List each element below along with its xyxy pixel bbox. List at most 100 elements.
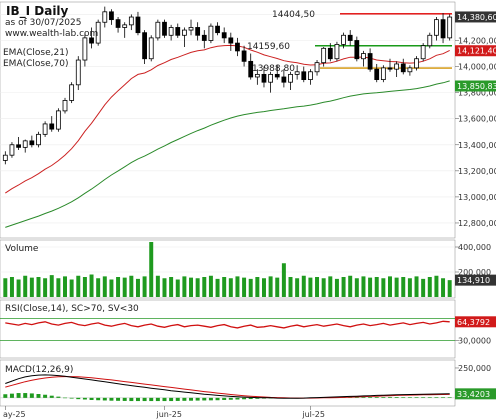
level-label: 14159,60 (247, 42, 290, 52)
candle (367, 48, 373, 72)
candle (175, 23, 181, 38)
candle-body (380, 67, 386, 80)
candle-body (254, 73, 260, 78)
candle-body (49, 123, 55, 130)
candle (102, 6, 108, 28)
price-axis-tick-label: 14,000,000 (458, 63, 496, 72)
candle (314, 60, 320, 76)
candle-body (314, 62, 320, 73)
macd-histogram-bar (248, 397, 253, 400)
candle-body (62, 100, 68, 112)
candle-body (208, 25, 214, 41)
candle (347, 30, 353, 46)
candle-body (367, 53, 373, 70)
as-of-date: as of 30/07/2025 (5, 18, 81, 28)
macd-histogram-bar (155, 397, 160, 402)
candle (135, 11, 141, 36)
candle (181, 27, 187, 48)
candle (407, 65, 413, 76)
volume-bar (169, 277, 174, 297)
volume-bar (388, 276, 392, 297)
candle-body (400, 63, 406, 73)
candle-body (29, 140, 35, 146)
volume-bar (155, 275, 160, 297)
candle-body (327, 47, 333, 60)
candle-body (334, 44, 340, 60)
volume-bar (69, 279, 74, 297)
macd-histogram-bar (421, 397, 426, 398)
price-tag-box (455, 80, 496, 92)
volume-bar (374, 277, 379, 297)
volume-bar (328, 276, 333, 297)
macd-histogram-bar (208, 397, 213, 401)
candle (162, 19, 167, 38)
macd-histogram-bar (16, 393, 21, 398)
volume-label: Volume (5, 244, 39, 254)
macd-histogram-bar (135, 397, 140, 402)
candle (254, 69, 260, 85)
volume-axis-tick-label: 400,000 (458, 243, 491, 252)
x-tick-label: jul-25 (301, 410, 325, 419)
volume-bar (142, 276, 147, 297)
macd-tag-box (455, 388, 496, 400)
volume-bar (36, 277, 41, 297)
candle (301, 66, 307, 83)
candle-body (36, 133, 41, 146)
volume-bar (222, 277, 227, 297)
macd-histogram-bar (63, 397, 67, 399)
volume-bar (261, 278, 266, 297)
candle-body (434, 19, 439, 36)
volume-bar (182, 276, 187, 297)
candle-body (82, 37, 88, 61)
rsi-axis-tick-label: 30,0000 (458, 337, 491, 346)
candle (380, 65, 386, 83)
volume-bar (76, 275, 81, 297)
macd-histogram-bar (361, 397, 366, 398)
macd-histogram-bar (162, 397, 167, 402)
volume-bar (189, 277, 194, 297)
macd-histogram-bar (381, 397, 386, 398)
price-axis-tick-label: 13,800,000 (458, 89, 496, 98)
ema21-line (5, 44, 450, 194)
volume-bar (135, 278, 140, 297)
candle-body (308, 71, 313, 80)
macd-histogram-bar (142, 397, 147, 402)
volume-bar (427, 277, 432, 297)
candle (414, 56, 419, 71)
volume-bar (275, 277, 280, 297)
volume-bar (43, 278, 48, 297)
volume-bar (447, 280, 452, 297)
volume-bar (321, 278, 326, 297)
volume-bar (401, 277, 406, 297)
candle-body (228, 37, 234, 44)
candle-body (347, 34, 353, 41)
candle (128, 14, 134, 31)
candle (261, 66, 267, 88)
macd-line (5, 374, 450, 399)
candle (440, 13, 446, 44)
volume-bar (334, 278, 339, 297)
candle-body (387, 67, 393, 70)
candle-body (321, 47, 327, 64)
macd-histogram-bar (368, 397, 373, 398)
x-tick-label: jun-25 (155, 410, 181, 419)
macd-panel: 250,000 33,4203 MACD(12,26,9) (0, 359, 496, 407)
candle (16, 136, 21, 150)
candle-body (440, 19, 446, 39)
candle (374, 63, 380, 83)
candle-body (268, 73, 273, 83)
price-tag: 13,850,835 (457, 82, 496, 91)
macd-histogram-bar (96, 397, 101, 401)
volume-bar (348, 275, 353, 297)
macd-histogram-bar (427, 397, 432, 398)
candle (208, 23, 214, 44)
macd-histogram-bar (69, 397, 74, 399)
volume-bar (89, 274, 94, 297)
candle (201, 30, 207, 49)
volume-bar (56, 278, 61, 297)
candle-body (89, 37, 94, 44)
candle (420, 43, 426, 62)
candle (341, 32, 346, 49)
macd-histogram-bar (235, 397, 240, 400)
macd-histogram-bar (9, 393, 14, 398)
